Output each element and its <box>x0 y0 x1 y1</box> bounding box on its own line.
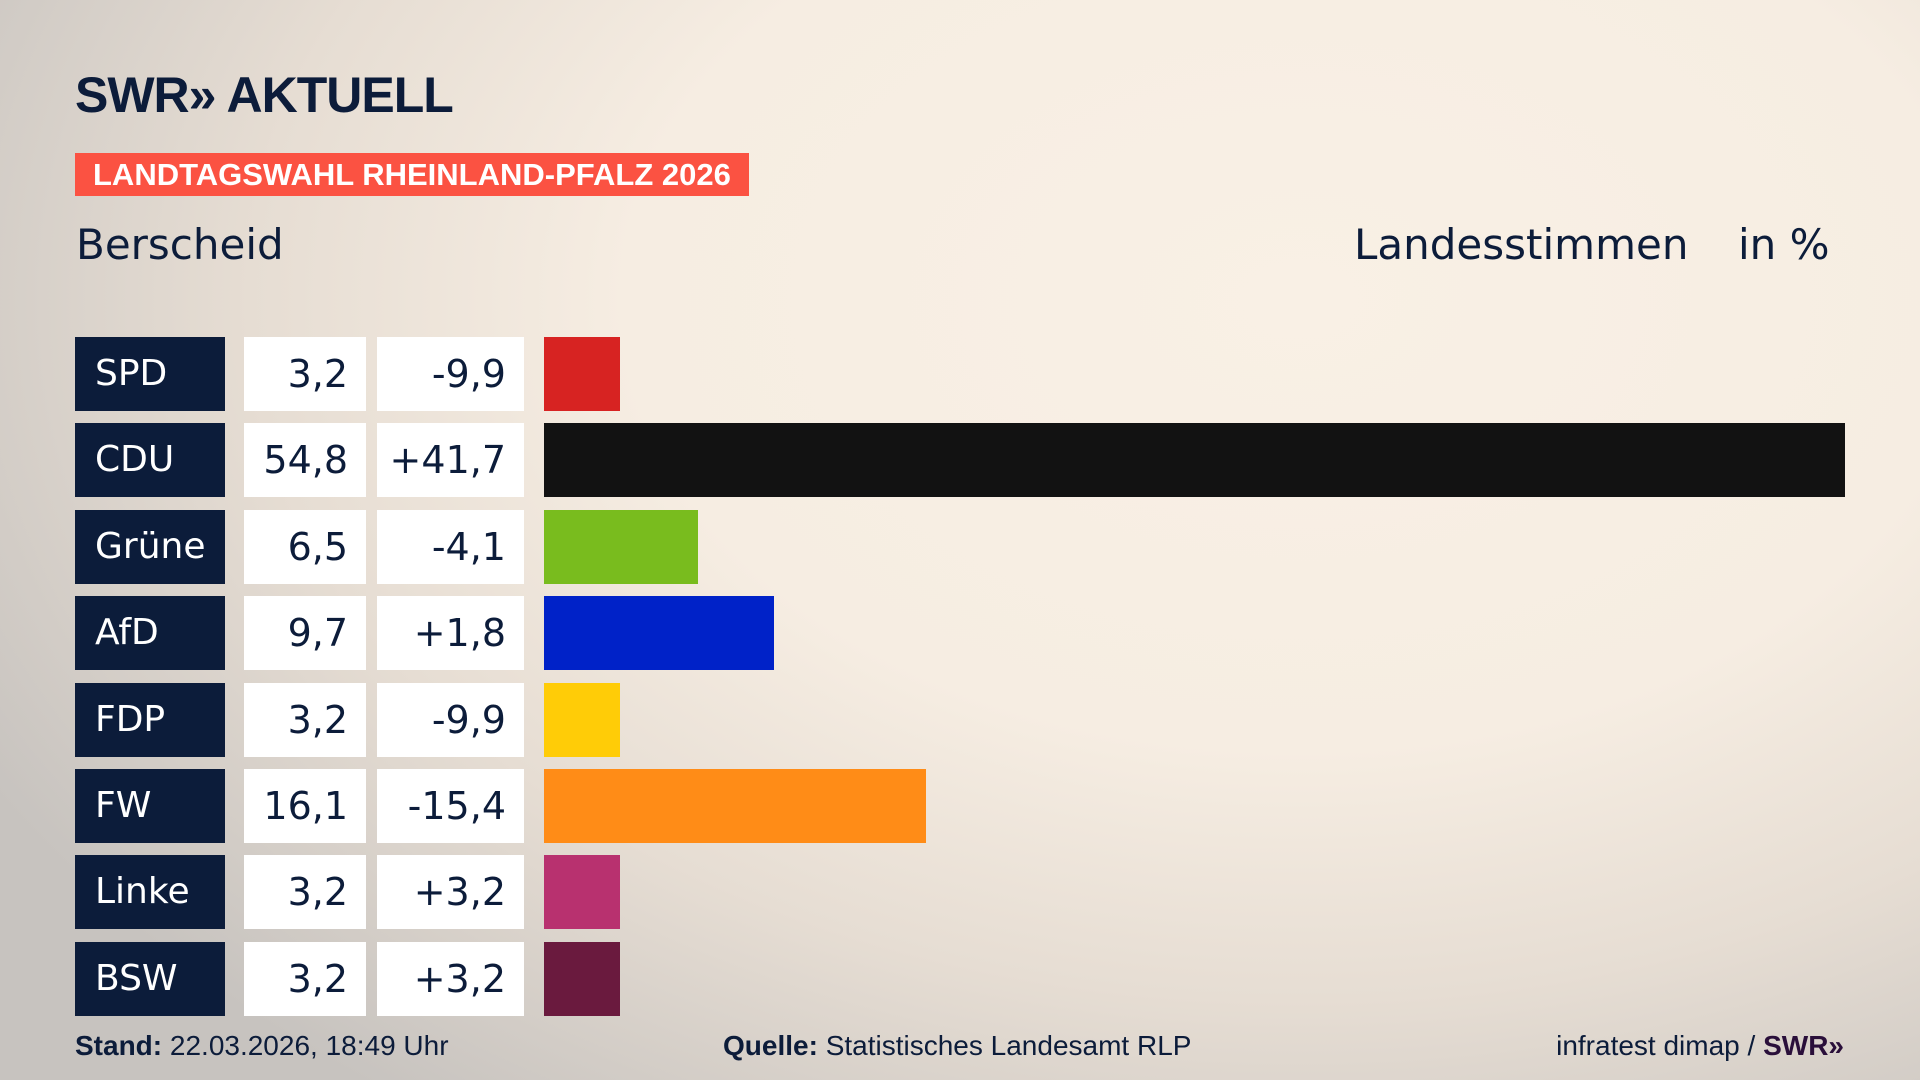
source-label: Quelle: <box>723 1030 818 1061</box>
place-title: Berscheid <box>76 220 284 269</box>
party-label: FDP <box>75 682 225 757</box>
vote-share: 3,2 <box>244 682 366 757</box>
party-row: SPD 3,2 -9,9 <box>0 337 1920 411</box>
source-value: Statistisches Landesamt RLP <box>817 1030 1192 1061</box>
stand-label: Stand: <box>75 1030 163 1061</box>
party-label: CDU <box>75 423 225 498</box>
party-label: BSW <box>75 941 225 1016</box>
vote-change: +3,2 <box>377 941 524 1016</box>
bar-bsw <box>544 941 620 1016</box>
bar-spd <box>544 337 620 411</box>
swr-aktuell-logo: SWR» AKTUELL <box>75 67 454 123</box>
party-row: BSW 3,2 +3,2 <box>0 941 1920 1016</box>
vote-share: 9,7 <box>244 596 366 671</box>
bar-grüne <box>544 509 699 584</box>
vote-change: -9,9 <box>377 682 524 757</box>
bar-cdu <box>544 423 1845 498</box>
party-row: AfD 9,7 +1,8 <box>0 596 1920 671</box>
bar-fw <box>544 769 927 843</box>
vote-type-label: Landesstimmen <box>1354 220 1689 269</box>
party-row: Grüne 6,5 -4,1 <box>0 509 1920 584</box>
party-row: CDU 54,8 +41,7 <box>0 423 1920 498</box>
vote-change: +3,2 <box>377 855 524 930</box>
party-label: Linke <box>75 855 225 930</box>
unit-label: in % <box>1738 220 1830 269</box>
party-row: Linke 3,2 +3,2 <box>0 855 1920 930</box>
vote-change: +1,8 <box>377 596 524 671</box>
party-row: FDP 3,2 -9,9 <box>0 682 1920 757</box>
vote-change: -15,4 <box>377 769 524 843</box>
credit-text: infratest dimap / <box>1556 1030 1764 1061</box>
bar-linke <box>544 855 620 930</box>
vote-change: -9,9 <box>377 337 524 411</box>
timestamp: Stand: 22.03.2026, 18:49 Uhr <box>75 1030 449 1062</box>
vote-change: -4,1 <box>377 509 524 584</box>
vote-share: 54,8 <box>244 423 366 498</box>
vote-share: 16,1 <box>244 769 366 843</box>
vote-share: 3,2 <box>244 941 366 1016</box>
party-label: FW <box>75 769 225 843</box>
vote-change: +41,7 <box>377 423 524 498</box>
credit: infratest dimap / SWR» <box>1556 1030 1844 1062</box>
party-label: SPD <box>75 337 225 411</box>
bar-afd <box>544 596 775 671</box>
source: Quelle: Statistisches Landesamt RLP <box>723 1030 1191 1062</box>
election-banner: LANDTAGSWAHL RHEINLAND-PFALZ 2026 <box>75 153 749 196</box>
vote-share: 3,2 <box>244 855 366 930</box>
party-row: FW 16,1 -15,4 <box>0 769 1920 843</box>
vote-share: 3,2 <box>244 337 366 411</box>
vote-share: 6,5 <box>244 509 366 584</box>
swr-small-logo: SWR» <box>1763 1030 1844 1061</box>
stand-value: 22.03.2026, 18:49 Uhr <box>162 1030 449 1061</box>
bar-fdp <box>544 682 620 757</box>
party-label: Grüne <box>75 509 225 584</box>
party-label: AfD <box>75 596 225 671</box>
